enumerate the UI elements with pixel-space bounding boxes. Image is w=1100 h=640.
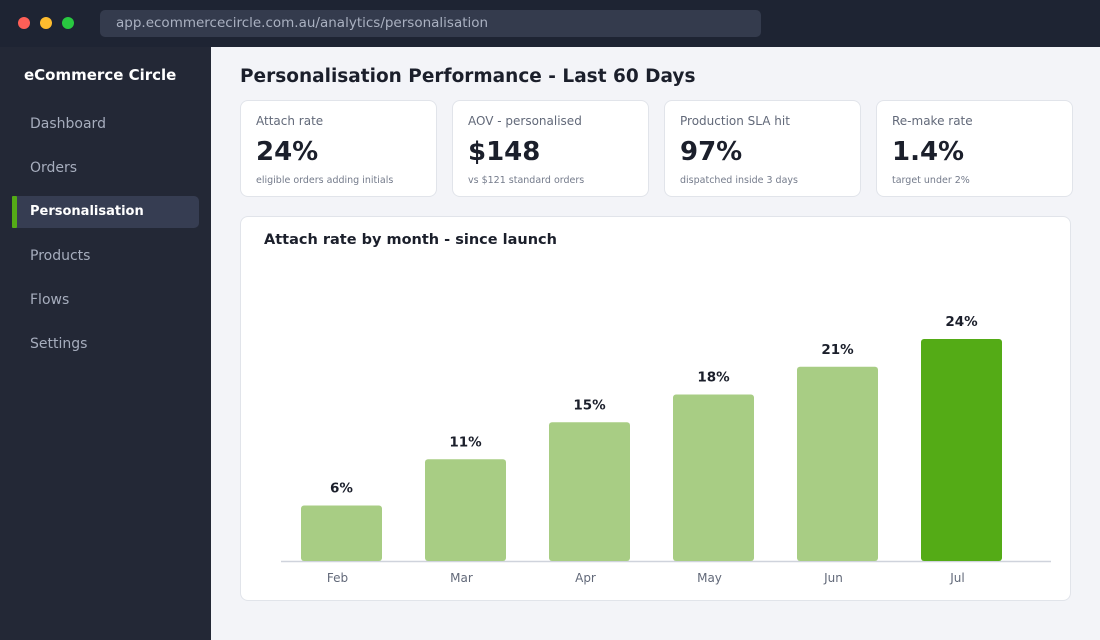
address-bar[interactable]: app.ecommercecircle.com.au/analytics/per…	[100, 10, 761, 37]
attach-rate-bar-chart: 6% Feb 11% Mar 15% Apr 18% May 21% Jun 24% Jul	[281, 314, 1051, 585]
kpi-value: 24%	[256, 137, 319, 167]
bar-mar[interactable]	[425, 459, 506, 561]
x-tick-label: Jul	[949, 571, 964, 585]
x-tick-label: Jun	[823, 571, 843, 585]
kpi-card-remake-rate: Re-make rate 1.4% target under 2%	[876, 100, 1073, 197]
kpi-label: AOV - personalised	[468, 114, 582, 128]
kpi-label: Re-make rate	[892, 114, 973, 128]
kpi-value: $148	[468, 137, 541, 167]
bar-apr[interactable]	[549, 422, 630, 561]
sidebar-item-personalisation[interactable]: Personalisation	[12, 196, 199, 228]
bar-may[interactable]	[673, 394, 754, 562]
kpi-label: Attach rate	[256, 114, 324, 128]
bar-value-label: 6%	[330, 481, 353, 497]
bar-value-label: 24%	[945, 314, 978, 330]
bar-value-label: 11%	[449, 434, 482, 450]
bar-value-label: 21%	[821, 342, 854, 358]
kpi-card-aov: AOV - personalised $148 vs $121 standard…	[452, 100, 649, 197]
kpi-subtext: eligible orders adding initials	[256, 175, 394, 186]
bar-value-label: 18%	[697, 370, 730, 386]
sidebar-item-settings[interactable]: Settings	[30, 336, 88, 352]
kpi-value: 1.4%	[892, 137, 965, 167]
x-tick-label: Feb	[327, 571, 348, 585]
attach-rate-chart-card: Attach rate by month - since launch 6% Fe…	[240, 216, 1071, 601]
sidebar-item-dashboard[interactable]: Dashboard	[30, 116, 106, 132]
bar-value-label: 15%	[573, 397, 606, 413]
brand-name: eCommerce Circle	[24, 66, 177, 84]
maximize-window-button[interactable]	[62, 17, 74, 29]
bar-jun[interactable]	[797, 366, 878, 561]
sidebar-item-products[interactable]: Products	[30, 248, 91, 264]
kpi-subtext: vs $121 standard orders	[468, 175, 585, 186]
kpi-card-attach-rate: Attach rate 24% eligible orders adding i…	[240, 100, 437, 197]
kpi-subtext: dispatched inside 3 days	[680, 175, 798, 186]
close-window-button[interactable]	[18, 17, 30, 29]
kpi-card-sla: Production SLA hit 97% dispatched inside…	[664, 100, 861, 197]
sidebar-item-flows[interactable]: Flows	[30, 292, 70, 308]
x-tick-label: May	[697, 571, 722, 585]
page-title: Personalisation Performance - Last 60 Da…	[240, 66, 696, 87]
kpi-label: Production SLA hit	[680, 114, 790, 128]
x-tick-label: Mar	[450, 571, 473, 585]
bar-feb[interactable]	[301, 505, 382, 562]
sidebar-nav: Dashboard Orders Personalisation Product…	[12, 108, 199, 372]
kpi-value: 97%	[680, 137, 743, 167]
x-tick-label: Apr	[575, 571, 596, 585]
minimize-window-button[interactable]	[40, 17, 52, 29]
sidebar: eCommerce Circle Dashboard Orders Person…	[0, 47, 211, 640]
kpi-subtext: target under 2%	[892, 175, 970, 186]
chart-title: Attach rate by month - since launch	[264, 232, 557, 248]
browser-toolbar: app.ecommercecircle.com.au/analytics/per…	[0, 0, 1100, 47]
sidebar-item-orders[interactable]: Orders	[30, 160, 78, 176]
bar-jul[interactable]	[921, 339, 1002, 561]
